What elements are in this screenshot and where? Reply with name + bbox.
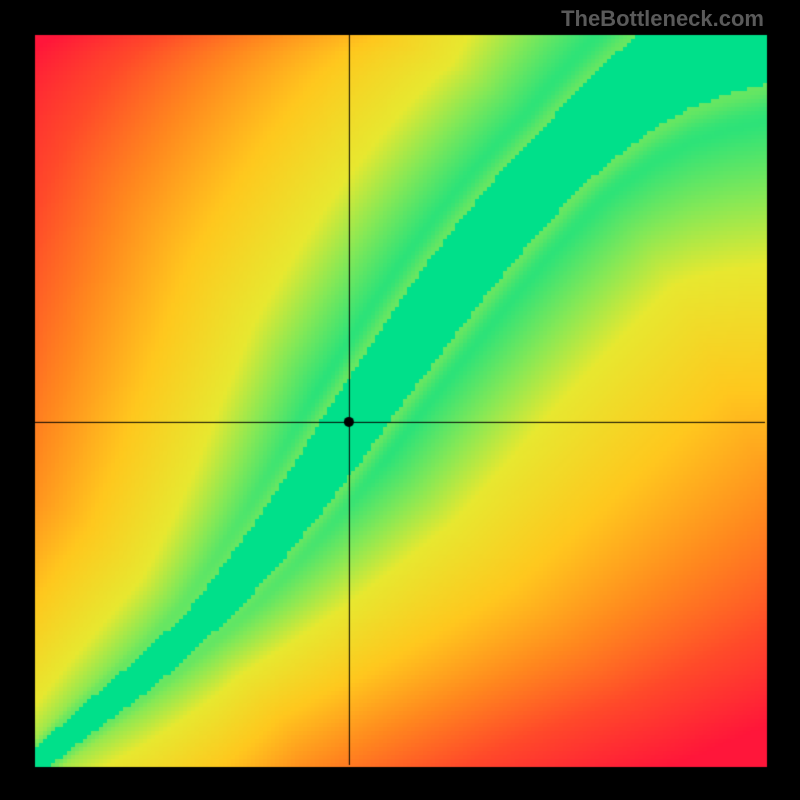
watermark-text: TheBottleneck.com	[561, 6, 764, 32]
bottleneck-heatmap	[0, 0, 800, 800]
chart-container: TheBottleneck.com	[0, 0, 800, 800]
